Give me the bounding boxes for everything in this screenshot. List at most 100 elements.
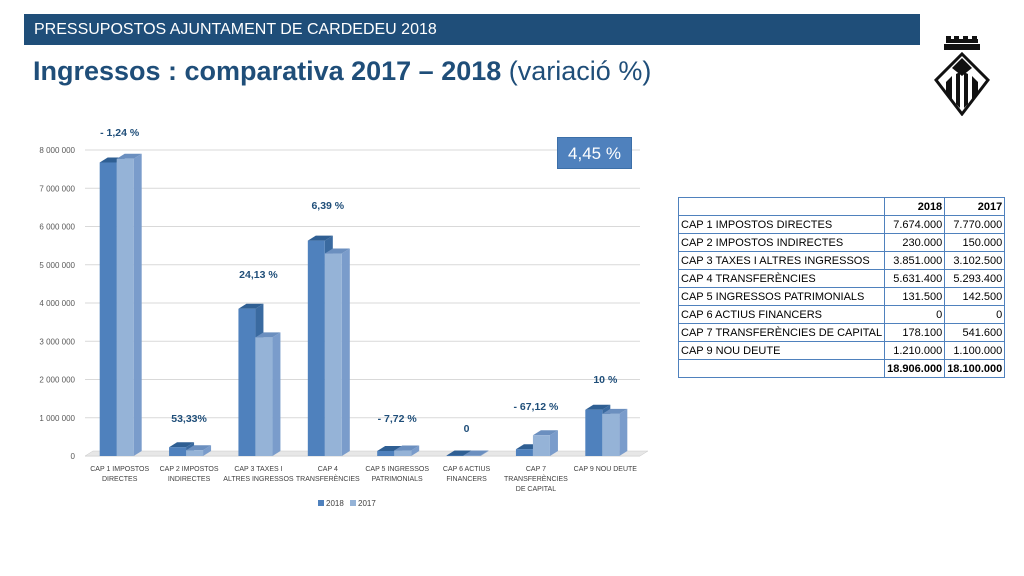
value-2018: 131.500 xyxy=(884,287,946,306)
table-row: CAP 3 TAXES I ALTRES INGRESSOS 3.851.000 3… xyxy=(677,251,1006,270)
x-tick-label: CAP 1 IMPOSTOS xyxy=(90,466,149,473)
x-tick-label: CAP 3 TAXES I xyxy=(234,466,282,473)
y-tick-label: 0 xyxy=(71,452,76,461)
table-header-empty xyxy=(677,197,886,216)
variation-label: - 7,72 % xyxy=(378,413,418,425)
variation-label: 24,13 % xyxy=(239,269,278,281)
budget-table: 2018 2017 CAP 1 IMPOSTOS DIRECTES 7.674.0… xyxy=(677,197,1006,378)
value-2017: 5.293.400 xyxy=(944,269,1006,288)
value-2017: 142.500 xyxy=(944,287,1006,306)
value-2018: 3.851.000 xyxy=(884,251,946,270)
bar-top-2017 xyxy=(255,332,281,338)
value-2017: 7.770.000 xyxy=(944,215,1006,234)
bar-top-2017 xyxy=(394,445,420,451)
bar-side-2017 xyxy=(411,445,420,456)
variation-label: 6,39 % xyxy=(311,200,344,212)
table-header-row: 2018 2017 xyxy=(677,197,1006,216)
bar-2017 xyxy=(532,435,550,456)
value-2018: 0 xyxy=(884,305,946,324)
x-tick-label: CAP 9 NOU DEUTE xyxy=(574,466,638,473)
bar-side-2017 xyxy=(549,430,558,456)
bar-2018 xyxy=(99,162,117,457)
table-header-2017: 2017 xyxy=(944,197,1006,216)
bar-2018 xyxy=(585,409,603,456)
bar-2017 xyxy=(116,158,134,457)
x-tick-label: DIRECTES xyxy=(102,476,138,483)
table-header-2018: 2018 xyxy=(884,197,946,216)
bar-top-2017 xyxy=(532,430,558,436)
bar-2018 xyxy=(169,447,187,456)
revenue-comparison-chart: 0 1 000 000 2 000 000 3 000 000 4 000 000 5 0… xyxy=(39,127,649,508)
x-tick-label: PATRIMONIALS xyxy=(372,476,423,483)
bar-2018 xyxy=(446,455,464,456)
table-row: CAP 5 INGRESSOS PATRIMONIALS 131.500 142.5… xyxy=(677,287,1006,306)
y-tick-label: 8 000 000 xyxy=(39,146,75,155)
bar-2017 xyxy=(255,337,273,456)
y-tick-label: 6 000 000 xyxy=(39,223,75,232)
bar-side-2017 xyxy=(133,153,142,457)
y-tick-label: 2 000 000 xyxy=(39,376,75,385)
variation-label: 0 xyxy=(464,423,470,435)
x-tick-label: CAP 7 xyxy=(526,466,546,473)
bar-top-2017 xyxy=(324,248,350,254)
bar-2017 xyxy=(186,450,204,456)
x-tick-label: CAP 2 IMPOSTOS xyxy=(160,466,219,473)
value-2018: 178.100 xyxy=(884,323,946,342)
row-label: CAP 4 TRANSFERÈNCIES xyxy=(677,269,886,288)
bar-top-2017 xyxy=(116,153,142,159)
variation-label: 53,33% xyxy=(171,413,207,425)
bar-top-2018 xyxy=(585,404,611,410)
bar-2017 xyxy=(463,455,481,456)
bar-2018 xyxy=(515,449,533,456)
x-tick-label: CAP 4 xyxy=(318,466,338,473)
table-row: CAP 7 TRANSFERÈNCIES DE CAPITAL 178.100 54… xyxy=(677,323,1006,342)
variation-label: - 1,24 % xyxy=(100,127,140,139)
variation-label: - 67,12 % xyxy=(513,401,559,413)
x-tick-label: ALTRES INGRESSOS xyxy=(223,476,294,483)
bar-2018 xyxy=(238,308,256,456)
bar-side-2017 xyxy=(272,332,281,456)
value-2017: 3.102.500 xyxy=(944,251,1006,270)
bar-top-2017 xyxy=(463,450,489,456)
total-label xyxy=(677,359,886,378)
bar-top-2017 xyxy=(602,408,628,414)
bar-side-2017 xyxy=(480,450,489,456)
bar-2018 xyxy=(307,240,325,456)
bar-top-2018 xyxy=(446,450,472,456)
y-tick-label: 3 000 000 xyxy=(39,337,75,346)
variation-label: 10 % xyxy=(593,374,618,386)
bar-top-2018 xyxy=(307,235,333,241)
legend-swatch-2018 xyxy=(318,500,324,506)
row-label: CAP 7 TRANSFERÈNCIES DE CAPITAL xyxy=(677,323,886,342)
table-row: CAP 4 TRANSFERÈNCIES 5.631.400 5.293.400 xyxy=(677,269,1006,288)
x-tick-label: TRANSFERÈNCIES xyxy=(296,474,360,483)
x-tick-label: INDIRECTES xyxy=(168,476,211,483)
value-2018: 230.000 xyxy=(884,233,946,252)
table-row: CAP 6 ACTIUS FINANCERS 0 0 xyxy=(677,305,1006,324)
value-2017: 1.100.000 xyxy=(944,341,1006,360)
value-2017: 0 xyxy=(944,305,1006,324)
table-row: CAP 2 IMPOSTOS INDIRECTES 230.000 150.000 xyxy=(677,233,1006,252)
row-label: CAP 6 ACTIUS FINANCERS xyxy=(677,305,886,324)
bar-top-2018 xyxy=(238,303,264,309)
row-label: CAP 3 TAXES I ALTRES INGRESSOS xyxy=(677,251,886,270)
y-tick-label: 1 000 000 xyxy=(39,414,75,423)
bar-top-2017 xyxy=(186,445,212,451)
table-total-row: 18.906.000 18.100.000 xyxy=(677,359,1006,378)
bar-2018 xyxy=(377,450,395,456)
legend-label-2018: 2018 xyxy=(326,499,344,508)
bar-side-2017 xyxy=(203,445,212,456)
x-tick-label: CAP 6 ACTIUS xyxy=(443,466,491,473)
page-title-subtitle: (variació %) xyxy=(508,56,652,86)
page-title: Ingressos : comparativa 2017 – 2018 (var… xyxy=(33,56,651,87)
legend-label-2017: 2017 xyxy=(358,499,376,508)
row-label: CAP 5 INGRESSOS PATRIMONIALS xyxy=(677,287,886,306)
city-crest-icon xyxy=(934,36,990,116)
value-2018: 7.674.000 xyxy=(884,215,946,234)
header-banner: PRESSUPOSTOS AJUNTAMENT DE CARDEDEU 2018 xyxy=(24,14,920,45)
page-title-main: Ingressos : comparativa 2017 – 2018 xyxy=(33,56,502,86)
legend-swatch-2017 xyxy=(350,500,356,506)
total-2018: 18.906.000 xyxy=(884,359,946,378)
table-row: CAP 9 NOU DEUTE 1.210.000 1.100.000 xyxy=(677,341,1006,360)
x-tick-label: CAP 5 INGRESSOS xyxy=(365,466,429,473)
